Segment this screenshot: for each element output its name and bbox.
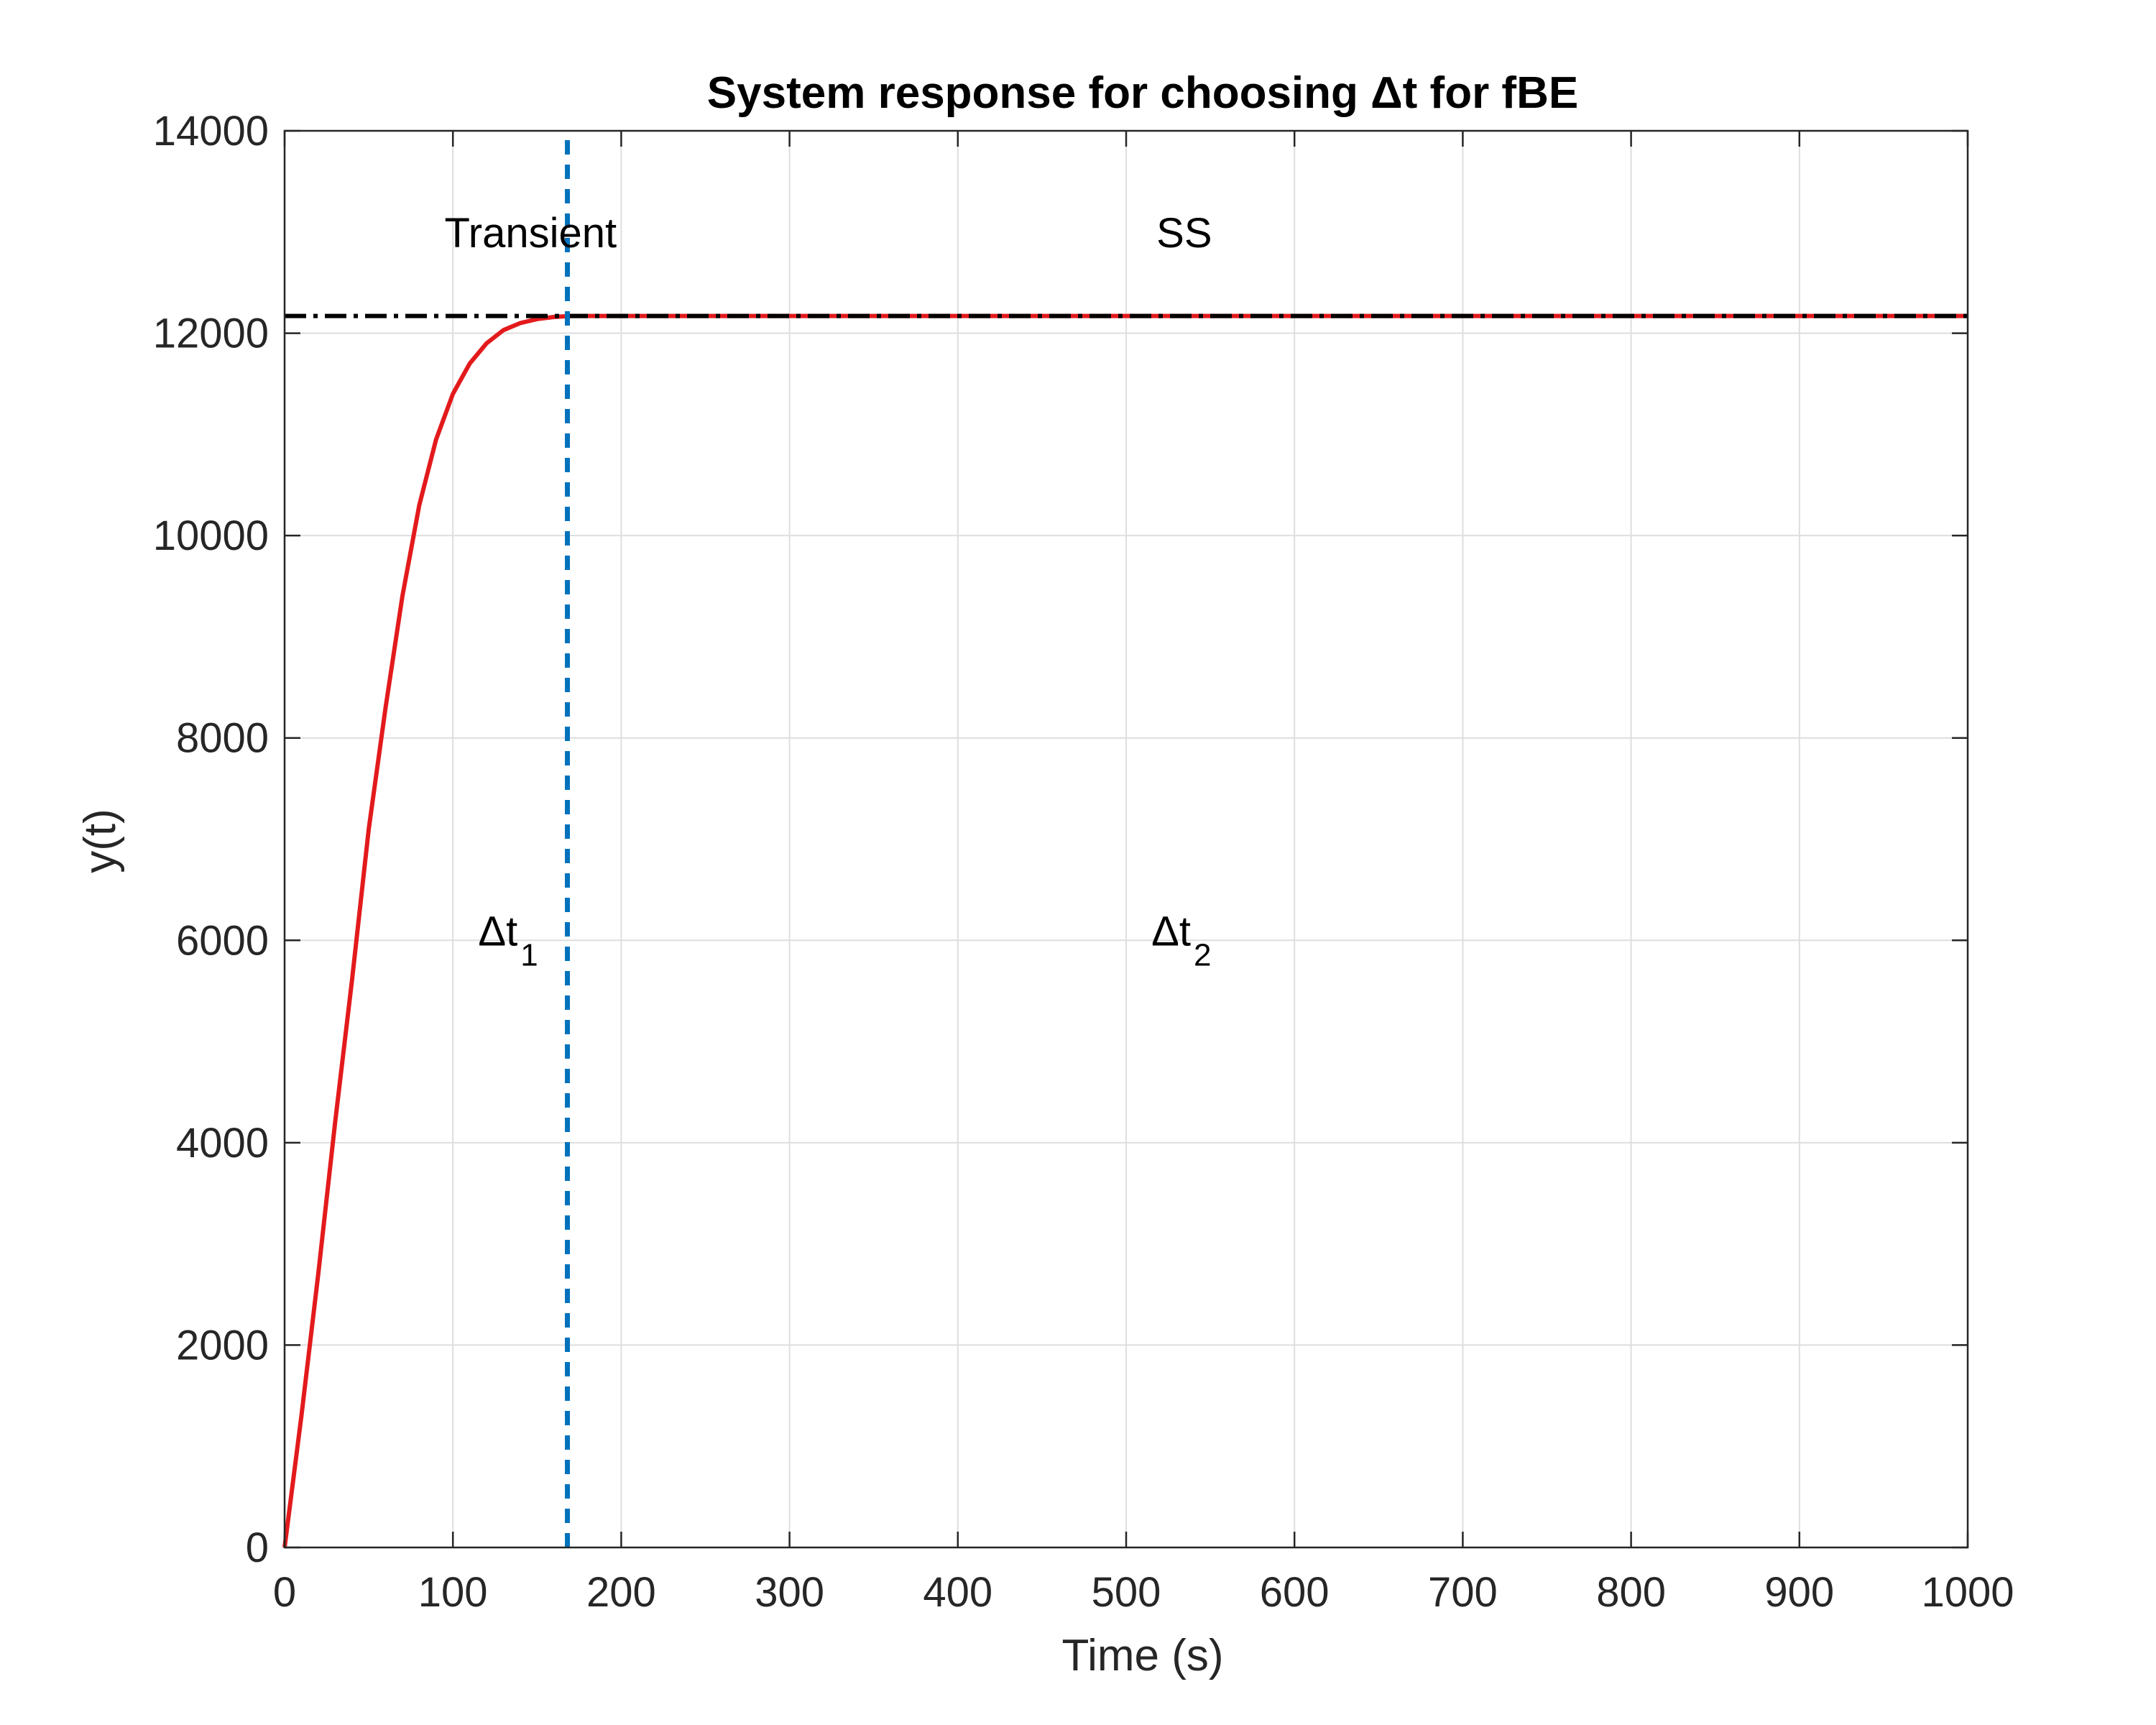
y-axis-label: y(t) — [75, 809, 125, 873]
delta-t1-label-main: Δt — [478, 908, 517, 954]
x-tick-label: 600 — [1260, 1569, 1330, 1616]
y-tick-label: 2000 — [176, 1322, 269, 1368]
x-tick-label: 400 — [923, 1569, 992, 1616]
plot-lines — [282, 131, 1968, 1548]
x-tick-label: 900 — [1764, 1569, 1834, 1616]
x-tick-label: 0 — [273, 1569, 296, 1616]
chart-title: System response for choosing Δt for fBE — [707, 68, 1578, 118]
delta-t1-label: Δt1 — [478, 908, 538, 972]
x-axis-label: Time (s) — [1062, 1631, 1224, 1680]
y-tick-label: 6000 — [176, 917, 269, 964]
y-tick-label: 4000 — [176, 1120, 269, 1167]
x-tick-label: 800 — [1596, 1569, 1666, 1616]
axes — [283, 129, 1969, 1549]
y-tick-label: 12000 — [153, 310, 269, 357]
x-tick-label: 1000 — [1921, 1569, 2014, 1616]
x-tick-label: 500 — [1092, 1569, 1161, 1616]
x-tick-label: 100 — [418, 1569, 488, 1616]
ss-label: SS — [1156, 210, 1212, 257]
delta-t2-label: Δt2 — [1151, 908, 1211, 972]
y-tick-label: 0 — [246, 1524, 269, 1571]
x-tick-label: 700 — [1428, 1569, 1498, 1616]
y-tick-label: 10000 — [153, 512, 269, 559]
delta-t2-label-main: Δt — [1151, 908, 1191, 954]
x-tick-label: 300 — [755, 1569, 824, 1616]
delta-t2-label-subscript: 2 — [1194, 937, 1211, 972]
x-tick-label: 200 — [586, 1569, 656, 1616]
y-tick-label: 14000 — [153, 108, 269, 155]
transient-label: Transient — [444, 210, 617, 257]
delta-t1-label-subscript: 1 — [520, 937, 538, 972]
y-tick-label: 8000 — [176, 715, 269, 762]
chart-text: System response for choosing Δt for fBE … — [75, 68, 2014, 1680]
